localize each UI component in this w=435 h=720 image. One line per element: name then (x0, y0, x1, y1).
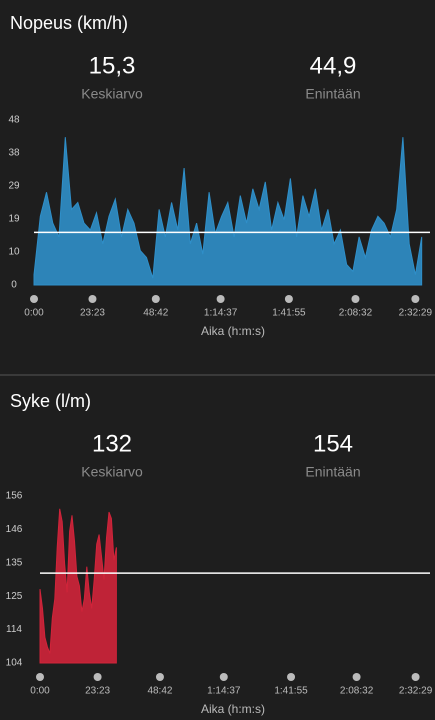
x-tick-dot (352, 673, 361, 681)
y-tick-label: 48 (8, 115, 20, 126)
x-axis-label: Aika (h:m:s) (201, 702, 265, 716)
x-tick-label: 0:00 (30, 686, 50, 697)
y-tick-label: 29 (8, 181, 20, 192)
x-tick-label: 1:41:55 (272, 308, 306, 319)
x-tick-label: 1:14:37 (204, 308, 238, 319)
y-tick-label: 146 (6, 524, 23, 535)
y-tick-label: 10 (8, 247, 20, 258)
y-tick-label: 135 (6, 557, 23, 568)
y-tick-label: 104 (6, 658, 23, 669)
y-tick-label: 0 (11, 280, 17, 291)
x-tick-dot (411, 673, 420, 681)
x-tick-label: 23:23 (80, 308, 105, 319)
stat-value: 44,9 (310, 52, 357, 79)
x-tick-label: 48:42 (147, 686, 172, 697)
y-tick-label: 125 (6, 591, 23, 602)
stat-label: Keskiarvo (81, 86, 143, 102)
x-tick-label: 2:32:29 (399, 308, 433, 319)
section-title: Nopeus (km/h) (10, 13, 128, 33)
x-tick-label: 1:14:37 (207, 686, 241, 697)
stat-label: Keskiarvo (81, 464, 143, 480)
x-tick-dot (284, 295, 293, 303)
x-tick-label: 0:00 (24, 308, 44, 319)
x-tick-dot (93, 673, 102, 681)
y-tick-label: 114 (6, 624, 22, 635)
stat-value: 132 (92, 430, 132, 457)
x-tick-dot (155, 673, 164, 681)
y-tick-label: 19 (8, 214, 20, 225)
x-axis-label: Aika (h:m:s) (201, 324, 265, 338)
area (33, 137, 423, 286)
stat-value: 15,3 (89, 52, 136, 79)
y-tick-label: 156 (6, 491, 23, 502)
section-title: Syke (l/m) (10, 391, 91, 411)
x-tick-label: 2:08:32 (339, 308, 373, 319)
x-tick-dot (411, 295, 420, 303)
x-tick-label: 2:08:32 (340, 686, 374, 697)
x-tick-dot (219, 673, 228, 681)
x-tick-label: 23:23 (85, 686, 110, 697)
area (39, 508, 117, 664)
stat-label: Enintään (305, 86, 360, 102)
x-tick-label: 48:42 (143, 308, 168, 319)
stat-value: 154 (313, 430, 353, 457)
x-tick-label: 2:32:29 (399, 686, 433, 697)
x-tick-dot (351, 295, 360, 303)
x-tick-dot (216, 295, 225, 303)
y-tick-label: 38 (8, 148, 20, 159)
x-tick-dot (287, 673, 296, 681)
x-tick-dot (88, 295, 97, 303)
x-tick-dot (151, 295, 160, 303)
x-tick-dot (36, 673, 44, 681)
x-tick-label: 1:41:55 (274, 686, 308, 697)
x-tick-dot (30, 295, 38, 303)
stat-label: Enintään (305, 464, 360, 480)
